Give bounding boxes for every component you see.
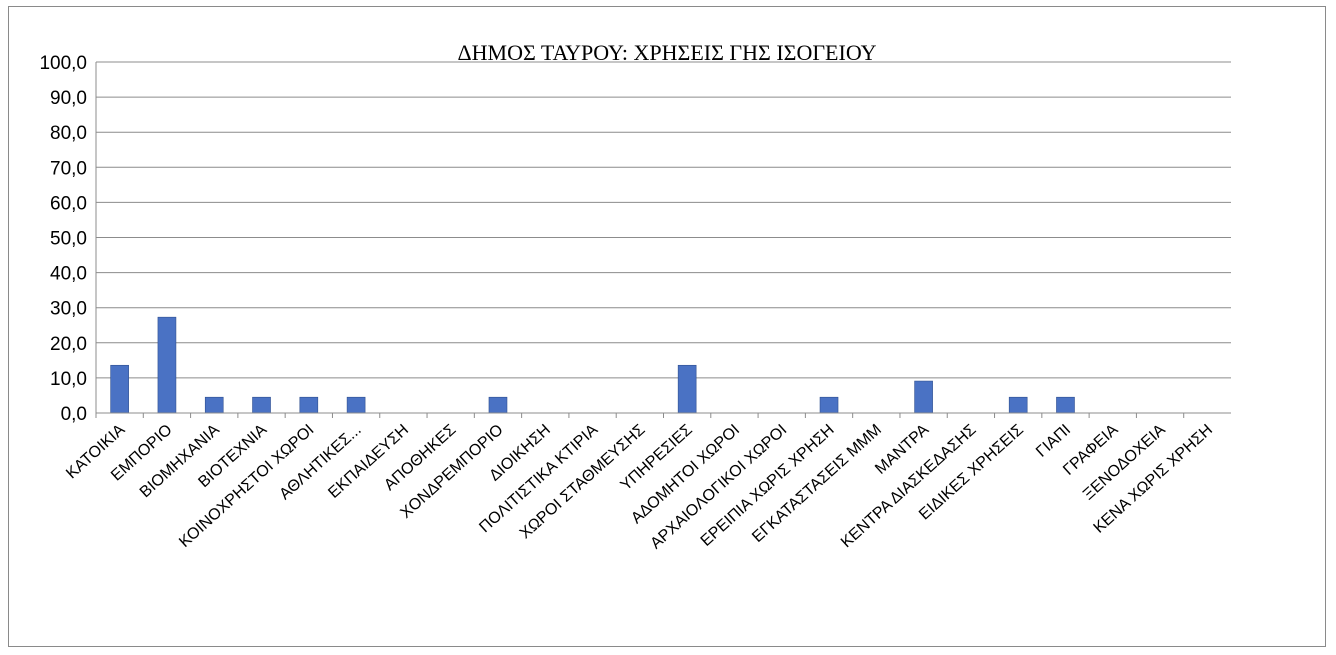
bar: [914, 380, 933, 414]
gridlines: [96, 61, 1231, 379]
bar: [346, 396, 366, 414]
y-axis-tick-labels: 0,0 10,0 20,0 30,0 40,0 50,0 60,0 70,0 80,0 90,0 1…: [39, 53, 87, 425]
bars: [110, 316, 1075, 414]
x-tick-label: ΞΕΝΟΔΟΧΕΙΑ: [1080, 421, 1169, 503]
x-axis-tick-labels: ΚΑΤΟΙΚΙΑΕΜΠΟΡΙΟΒΙΟΜΗΧΑΝΙΑΒΙΟΤΕΧΝΙΑΚΟΙΝΟΧ…: [63, 421, 1216, 552]
bar: [1056, 396, 1075, 414]
y-tick-label: 100,0: [39, 53, 87, 74]
y-tick-label: 0,0: [61, 404, 87, 425]
chart-frame: ΔΗΜΟΣ ΤΑΥΡΟΥ: ΧΡΗΣΕΙΣ ΓΗΣ ΙΣΟΓΕΙΟΥ 0,0 10…: [8, 6, 1326, 647]
y-tick-label: 30,0: [50, 299, 87, 320]
y-tick-label: 80,0: [50, 123, 87, 144]
bar: [252, 396, 271, 414]
y-tick-label: 10,0: [50, 369, 87, 390]
axes: [95, 62, 1231, 418]
y-tick-label: 50,0: [50, 229, 87, 250]
y-tick-label: 90,0: [50, 88, 87, 109]
bar: [677, 364, 697, 414]
y-tick-label: 60,0: [50, 193, 87, 214]
bar: [488, 396, 508, 414]
bar: [157, 316, 177, 414]
x-tick-label: ΑΘΛΗΤΙΚΕΣ...: [276, 421, 364, 503]
chart-title: ΔΗΜΟΣ ΤΑΥΡΟΥ: ΧΡΗΣΕΙΣ ΓΗΣ ΙΣΟΓΕΙΟΥ: [457, 40, 876, 65]
bar: [110, 364, 129, 414]
bar: [299, 396, 319, 414]
y-tick-label: 40,0: [50, 264, 87, 285]
bar: [819, 396, 839, 414]
y-tick-label: 70,0: [50, 158, 87, 179]
bar: [1008, 396, 1028, 414]
x-tick-label: ΕΚΠΑΙΔΕΥΣΗ: [325, 421, 412, 502]
bar: [204, 396, 224, 414]
bar-chart: ΔΗΜΟΣ ΤΑΥΡΟΥ: ΧΡΗΣΕΙΣ ΓΗΣ ΙΣΟΓΕΙΟΥ 0,0 10…: [39, 40, 1231, 552]
x-tick-label: ΓΙΑΠΙ: [1033, 421, 1074, 460]
y-tick-label: 20,0: [50, 334, 87, 355]
